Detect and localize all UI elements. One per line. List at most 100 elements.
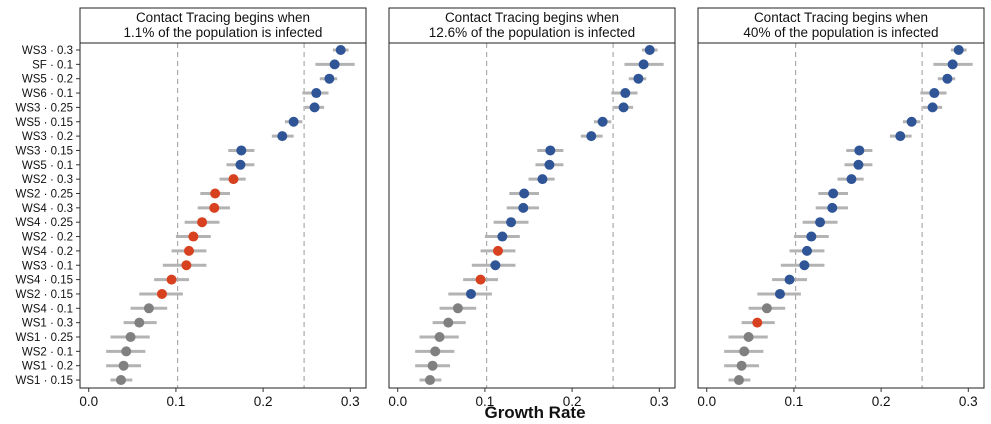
panel-strip [697, 7, 985, 44]
y-tick-label: WS3 · 0.15 [15, 145, 73, 157]
data-point [490, 260, 501, 271]
panel-title-line1: Contact Tracing begins when [754, 10, 928, 25]
data-point [465, 288, 476, 299]
data-point [846, 174, 857, 185]
x-tick-label: 0.3 [341, 394, 360, 409]
data-point [743, 332, 754, 342]
y-tick-label: WS1 · 0.15 [15, 375, 73, 387]
y-tick-label: WS4 · 0.2 [22, 246, 73, 258]
y-tick-label: WS2 · 0.3 [22, 174, 73, 186]
data-point [947, 59, 958, 70]
y-tick-label: WS4 · 0.15 [15, 275, 73, 287]
data-point [506, 217, 517, 228]
data-point [475, 274, 486, 285]
data-point [188, 231, 199, 242]
data-point [854, 145, 865, 156]
data-point [443, 317, 454, 328]
data-point [118, 360, 129, 371]
data-point [633, 73, 644, 84]
panel-title-line2: 40% of the population is infected [743, 25, 938, 40]
data-point [492, 245, 503, 256]
data-point [929, 88, 940, 99]
y-tick-label: WS5 · 0.1 [22, 160, 73, 172]
data-point [537, 174, 548, 185]
data-point [638, 59, 649, 70]
data-point [183, 245, 194, 256]
data-point [235, 159, 246, 170]
data-point [644, 45, 655, 55]
data-point [156, 288, 167, 299]
data-point [733, 375, 744, 386]
data-point [209, 202, 220, 213]
data-point [197, 217, 208, 228]
data-point [236, 145, 247, 156]
data-point [430, 346, 441, 357]
y-tick-label: SF · 0.1 [32, 59, 73, 71]
data-point [736, 360, 747, 371]
data-point [828, 188, 839, 199]
y-tick-label: WS2 · 0.2 [22, 232, 73, 244]
x-tick-label: 0.1 [476, 394, 495, 409]
data-point [544, 159, 555, 170]
y-tick-label: WS4 · 0.1 [22, 303, 73, 315]
x-tick-label: 0.2 [254, 394, 273, 409]
data-point [942, 73, 953, 84]
x-axis-title: Growth Rate [484, 403, 585, 422]
data-point [586, 131, 597, 142]
y-tick-label: WS1 · 0.2 [22, 361, 73, 373]
y-tick-label: WS3 · 0.3 [22, 45, 73, 57]
x-tick-label: 0.0 [388, 394, 407, 409]
y-axis-labels: WS3 · 0.3 SF · 0.1 WS5 · 0.2 WS6 · 0.1 WS3 ·… [15, 45, 80, 387]
data-point [853, 159, 864, 170]
y-tick-label: WS1 · 0.3 [22, 318, 73, 330]
data-point [497, 231, 508, 242]
data-point [166, 274, 177, 285]
y-tick-label: WS4 · 0.3 [22, 203, 73, 215]
panel-border [388, 42, 676, 389]
x-tick-label: 0.3 [650, 394, 669, 409]
y-tick-label: WS4 · 0.25 [15, 217, 73, 229]
x-tick-label: 0.1 [785, 394, 804, 409]
y-tick-label: WS3 · 0.2 [22, 131, 73, 143]
y-tick-label: WS1 · 0.25 [15, 332, 73, 344]
data-point [424, 375, 435, 386]
y-tick-label: WS5 · 0.15 [15, 117, 73, 129]
data-point [739, 346, 750, 357]
panel-border [697, 42, 985, 389]
data-point [806, 231, 817, 242]
data-point [121, 346, 132, 357]
x-tick-label: 0.0 [697, 394, 716, 409]
panel-strip [388, 7, 676, 44]
data-point [597, 116, 608, 127]
data-point [115, 375, 126, 386]
data-point [210, 188, 221, 199]
y-tick-label: WS3 · 0.25 [15, 102, 73, 114]
y-tick-label: WS5 · 0.2 [22, 74, 73, 86]
panel-title-line1: Contact Tracing begins when [445, 10, 619, 25]
x-tick-label: 0.2 [563, 394, 582, 409]
data-point [927, 102, 938, 113]
data-point [761, 303, 772, 314]
data-point [519, 188, 530, 199]
y-tick-label: WS2 · 0.25 [15, 189, 73, 201]
data-point [309, 102, 320, 113]
data-point [427, 360, 438, 371]
panel-title-line1: Contact Tracing begins when [136, 10, 310, 25]
data-point [125, 332, 136, 342]
data-point [895, 131, 906, 142]
data-point [545, 145, 556, 156]
data-point [784, 274, 795, 285]
data-point [181, 260, 192, 271]
data-point [953, 45, 964, 55]
data-point [288, 116, 299, 127]
data-point [329, 59, 340, 70]
data-point [827, 202, 838, 213]
y-tick-label: WS3 · 0.1 [22, 260, 73, 272]
data-point [324, 73, 335, 84]
data-point [799, 260, 810, 271]
data-point [518, 202, 529, 213]
data-point [134, 317, 145, 328]
